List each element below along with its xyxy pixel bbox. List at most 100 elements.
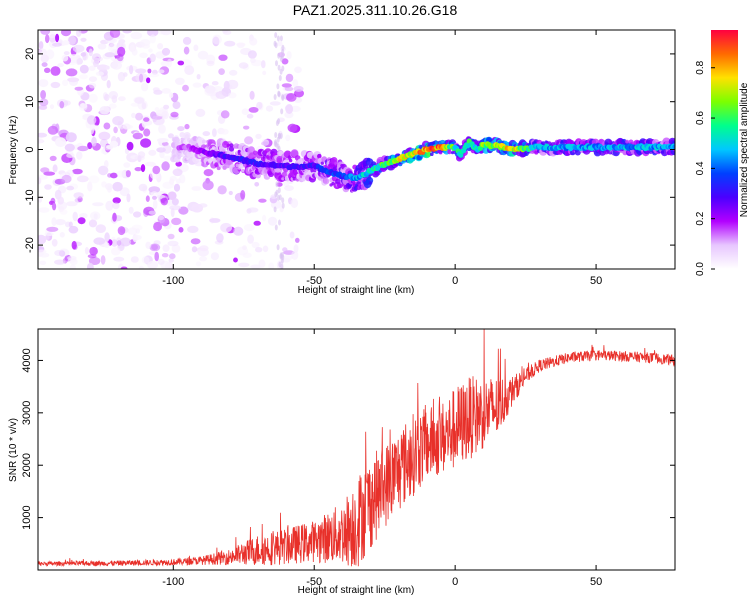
streak-blob <box>277 90 281 97</box>
noise-blob <box>160 197 168 206</box>
noise-blob <box>204 85 216 94</box>
noise-blob <box>111 239 118 247</box>
streak-blob <box>277 145 281 152</box>
noise-blob <box>39 98 49 107</box>
noise-blob <box>118 123 125 130</box>
noise-blob <box>152 195 157 200</box>
noise-blob <box>183 46 190 55</box>
noise-blob <box>39 252 50 258</box>
noise-blob <box>51 217 57 227</box>
noise-blob <box>38 105 48 110</box>
x-tick-label: 50 <box>590 275 602 287</box>
noise-blob <box>61 40 70 46</box>
ridge-halo-point <box>281 177 285 181</box>
noise-blob <box>293 85 304 92</box>
noise-blob <box>49 155 57 161</box>
streak-blob <box>276 35 280 42</box>
noise-blob <box>97 64 109 71</box>
noise-blob <box>79 74 88 80</box>
noise-blob <box>153 89 163 95</box>
noise-blob <box>67 255 77 261</box>
noise-blob <box>50 81 61 89</box>
noise-blob <box>148 210 156 215</box>
noise-blob <box>217 185 227 195</box>
noise-blob <box>286 51 292 60</box>
streak-blob <box>280 263 284 269</box>
streak-blob <box>281 49 285 55</box>
y-tick-label: 1000 <box>21 505 33 529</box>
noise-blob <box>139 52 148 59</box>
y-tick-label: 4000 <box>21 348 33 372</box>
noise-blob <box>240 190 246 200</box>
noise-blob <box>167 233 175 240</box>
noise-blob <box>172 168 183 177</box>
noise-blob <box>47 125 59 135</box>
noise-blob <box>191 203 204 213</box>
noise-blob <box>281 58 289 65</box>
noise-blob <box>126 141 134 151</box>
noise-blob <box>87 142 93 150</box>
streak-blob <box>274 42 278 49</box>
noise-blob <box>177 126 185 132</box>
noise-blob <box>162 144 172 154</box>
noise-blob <box>40 167 50 173</box>
noise-blob <box>182 36 192 45</box>
noise-blob <box>267 216 278 226</box>
noise-blob <box>79 213 88 219</box>
noise-blob <box>218 68 225 75</box>
noise-blob <box>222 30 232 35</box>
noise-blob <box>249 37 258 46</box>
noise-blob <box>251 241 260 249</box>
x-tick-label: 0 <box>452 576 458 588</box>
noise-blob <box>52 164 58 173</box>
noise-blob <box>237 42 245 49</box>
noise-blob <box>62 79 69 87</box>
noise-blob <box>59 209 68 215</box>
noise-blob <box>171 217 182 226</box>
noise-blob <box>195 108 206 117</box>
colorbar: 0.0 0.2 0.4 0.6 0.8 Normalized spectral ampl… <box>695 30 750 276</box>
noise-blob <box>229 69 238 76</box>
noise-blob <box>294 66 302 74</box>
ridge-halo-point <box>447 149 452 155</box>
noise-blob <box>54 259 66 265</box>
noise-blob <box>38 234 47 245</box>
noise-blob <box>147 30 159 37</box>
noise-blob <box>38 249 47 254</box>
streak-blob <box>274 132 278 138</box>
colorbar-tick-label: 0.4 <box>695 161 706 175</box>
streak-blob <box>275 181 279 188</box>
noise-blob <box>98 131 111 141</box>
noise-blob <box>131 112 136 119</box>
noise-blob <box>98 165 109 176</box>
noise-blob <box>196 74 201 80</box>
noise-blob <box>60 30 72 37</box>
noise-blob <box>220 110 230 119</box>
noise-blob <box>243 224 255 232</box>
noise-blob <box>44 184 52 190</box>
noise-blob <box>76 151 83 160</box>
noise-blob <box>111 61 123 70</box>
y-tick-label: -20 <box>24 237 36 253</box>
ridge-halo-point <box>323 178 330 185</box>
noise-blob <box>287 123 298 133</box>
noise-blob <box>295 237 300 243</box>
noise-blob <box>52 202 57 211</box>
noise-blob <box>162 244 170 252</box>
noise-blob <box>59 101 65 109</box>
noise-blob <box>291 250 299 260</box>
x-tick-label: -100 <box>162 576 184 588</box>
y-tick-label: 10 <box>24 96 36 108</box>
noise-blob <box>144 161 156 167</box>
noise-blob <box>61 54 69 62</box>
noise-blob <box>255 247 263 253</box>
noise-blob <box>88 175 100 184</box>
noise-blob <box>106 80 111 89</box>
noise-blob <box>241 108 249 115</box>
noise-blob <box>52 178 62 186</box>
spectrogram-y-ticks: -20 -10 0 10 20 <box>24 48 675 253</box>
noise-blob <box>116 170 127 178</box>
noise-blob <box>169 205 182 211</box>
noise-blob <box>292 79 299 88</box>
